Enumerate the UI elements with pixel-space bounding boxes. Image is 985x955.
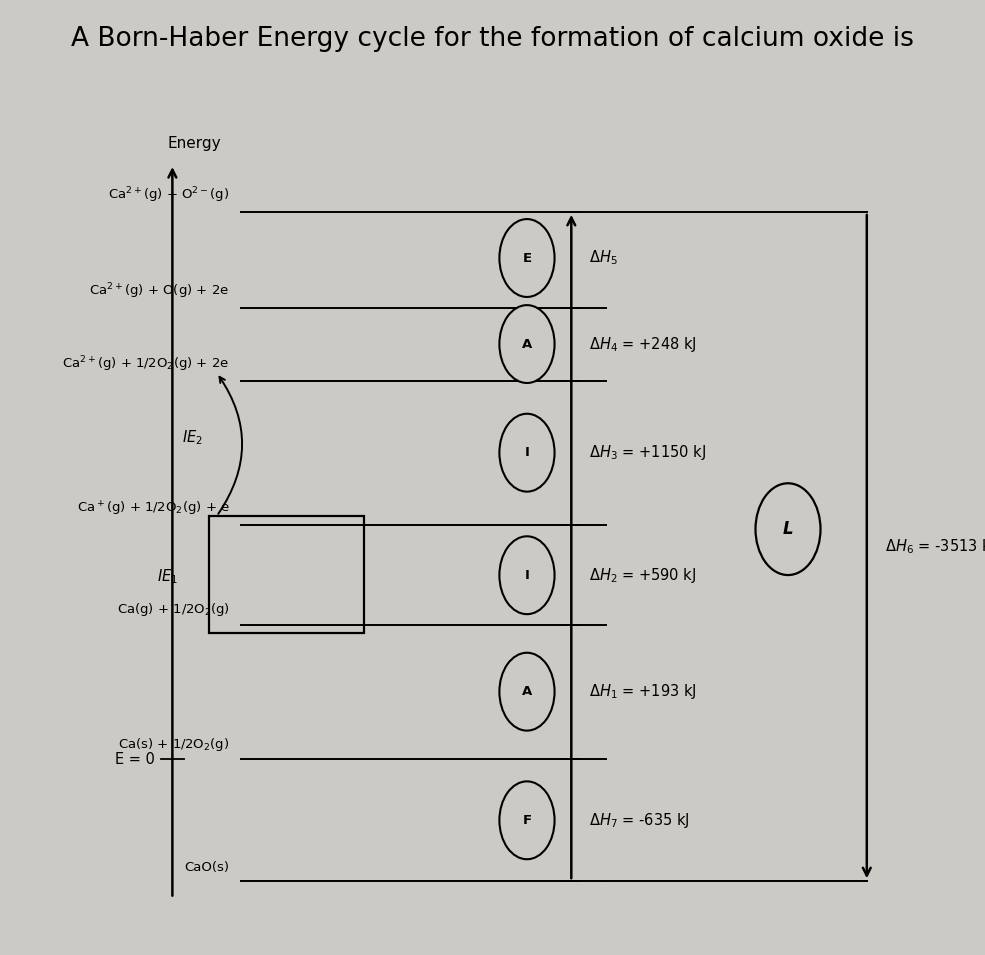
Text: A: A xyxy=(522,337,532,350)
Text: IE$_1$: IE$_1$ xyxy=(157,567,178,586)
Text: $\Delta H_6$ = -3513 kJ: $\Delta H_6$ = -3513 kJ xyxy=(885,537,985,556)
Text: E = 0: E = 0 xyxy=(115,752,155,767)
Text: $\Delta H_1$ = +193 kJ: $\Delta H_1$ = +193 kJ xyxy=(589,682,696,701)
Text: I: I xyxy=(525,569,529,582)
Text: F: F xyxy=(522,814,532,827)
Text: $\Delta H_2$ = +590 kJ: $\Delta H_2$ = +590 kJ xyxy=(589,565,696,584)
Text: Ca$^{2+}$(g) + O(g) + 2e: Ca$^{2+}$(g) + O(g) + 2e xyxy=(90,281,230,301)
Text: IE$_2$: IE$_2$ xyxy=(181,429,203,447)
Text: Ca(s) + 1/2O$_2$(g): Ca(s) + 1/2O$_2$(g) xyxy=(118,735,230,753)
Ellipse shape xyxy=(499,653,555,731)
Text: $\Delta H_3$ = +1150 kJ: $\Delta H_3$ = +1150 kJ xyxy=(589,443,706,462)
Text: Energy: Energy xyxy=(167,137,221,151)
Ellipse shape xyxy=(499,781,555,860)
Text: I: I xyxy=(525,446,529,459)
Text: CaO(s): CaO(s) xyxy=(184,861,230,874)
Text: E: E xyxy=(522,251,532,265)
Text: L: L xyxy=(783,520,793,539)
Ellipse shape xyxy=(499,306,555,383)
Text: $\Delta H_4$ = +248 kJ: $\Delta H_4$ = +248 kJ xyxy=(589,334,696,353)
Ellipse shape xyxy=(499,219,555,297)
Text: $\Delta H_7$ = -635 kJ: $\Delta H_7$ = -635 kJ xyxy=(589,811,690,830)
Text: A Born-Haber Energy cycle for the formation of calcium oxide is: A Born-Haber Energy cycle for the format… xyxy=(71,26,914,52)
Ellipse shape xyxy=(499,414,555,492)
Text: Ca$^{2+}$(g) + 1/2O$_2$(g) + 2e: Ca$^{2+}$(g) + 1/2O$_2$(g) + 2e xyxy=(62,355,230,374)
Text: A: A xyxy=(522,685,532,698)
Ellipse shape xyxy=(499,537,555,614)
Ellipse shape xyxy=(755,483,821,575)
Text: Ca(g) + 1/2O$_2$(g): Ca(g) + 1/2O$_2$(g) xyxy=(116,601,230,618)
Text: Ca$^{2+}$(g) + O$^{2-}$(g): Ca$^{2+}$(g) + O$^{2-}$(g) xyxy=(108,185,230,205)
Text: Ca$^+$(g) + 1/2O$_2$(g) + e: Ca$^+$(g) + 1/2O$_2$(g) + e xyxy=(77,499,230,518)
Text: $\Delta H_5$: $\Delta H_5$ xyxy=(589,248,618,267)
